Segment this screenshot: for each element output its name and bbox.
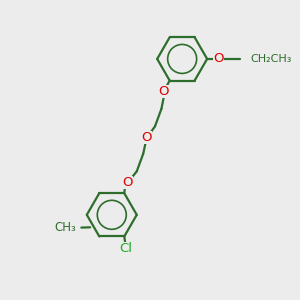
Text: CH₂CH₃: CH₂CH₃ bbox=[250, 54, 291, 64]
Text: O: O bbox=[142, 131, 152, 144]
Text: O: O bbox=[158, 85, 169, 98]
Text: O: O bbox=[123, 176, 133, 189]
Text: O: O bbox=[213, 52, 224, 65]
Text: CH₃: CH₃ bbox=[55, 221, 76, 234]
Text: Cl: Cl bbox=[119, 242, 132, 255]
